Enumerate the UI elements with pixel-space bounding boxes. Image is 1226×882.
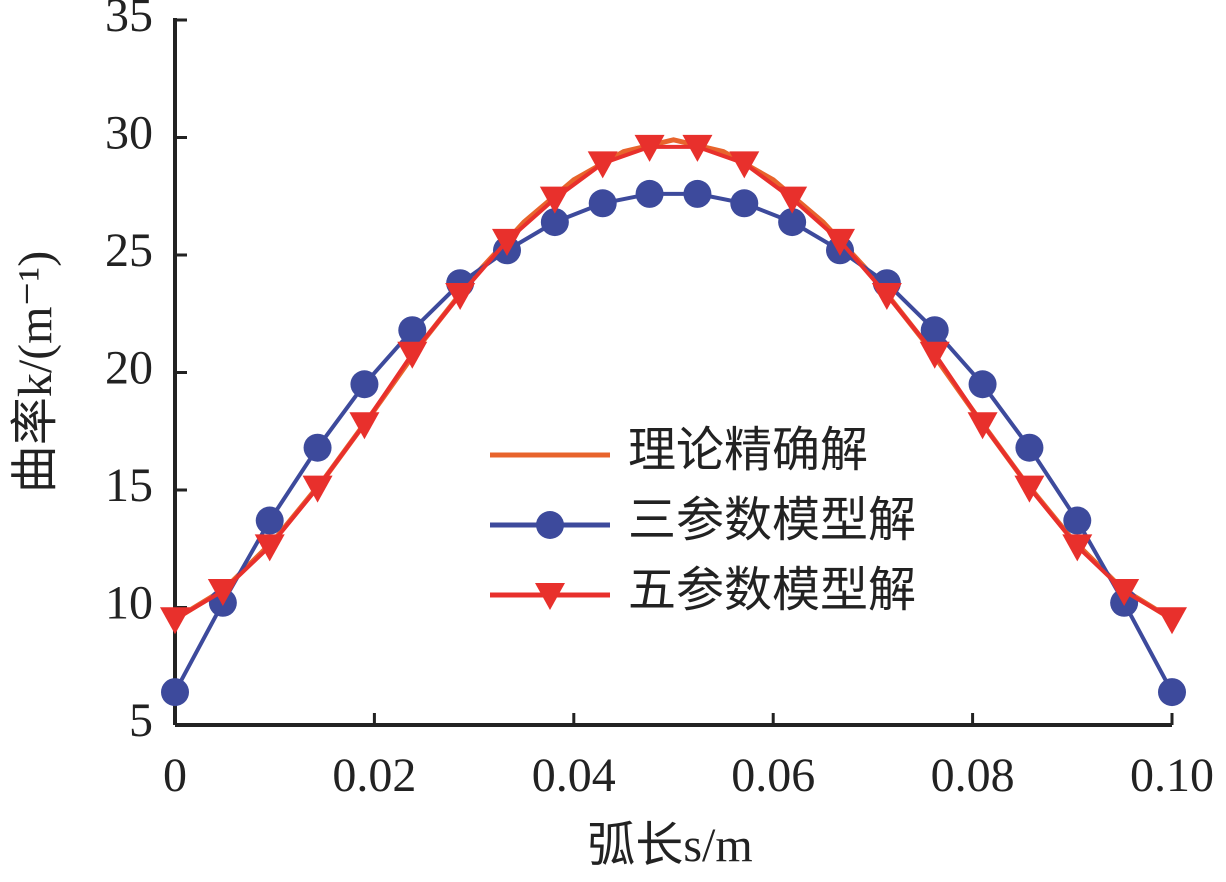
- x-tick-label: 0: [163, 749, 187, 802]
- marker: [1063, 506, 1092, 535]
- marker: [587, 151, 618, 179]
- marker: [161, 678, 189, 707]
- x-tick-label: 0.06: [731, 749, 815, 802]
- marker: [492, 228, 523, 256]
- marker: [540, 208, 569, 237]
- marker: [1014, 475, 1045, 503]
- marker: [1157, 607, 1187, 635]
- marker: [535, 583, 565, 610]
- x-tick-label: 0.08: [931, 749, 1015, 802]
- marker: [777, 186, 808, 214]
- marker: [207, 579, 238, 607]
- marker: [919, 341, 950, 369]
- legend-label: 理论精确解: [628, 424, 868, 477]
- marker: [778, 208, 807, 237]
- y-tick-label: 35: [105, 0, 153, 42]
- marker: [920, 316, 949, 345]
- marker: [445, 282, 476, 310]
- y-tick-label: 30: [105, 107, 153, 160]
- marker: [683, 179, 712, 208]
- marker: [824, 228, 855, 256]
- series-line: [173, 137, 1174, 622]
- marker: [303, 433, 332, 462]
- marker: [1062, 534, 1093, 562]
- marker: [350, 370, 379, 399]
- x-tick-label: 0.02: [332, 749, 416, 802]
- marker: [1158, 678, 1186, 707]
- marker: [730, 189, 759, 218]
- marker: [967, 412, 998, 440]
- marker: [255, 506, 284, 535]
- marker: [1015, 433, 1044, 462]
- marker: [968, 370, 997, 399]
- y-tick-label: 5: [129, 694, 153, 747]
- series-line: [173, 144, 1174, 621]
- marker: [536, 511, 564, 539]
- marker: [682, 134, 713, 162]
- marker: [397, 341, 428, 369]
- series-line: [173, 191, 1174, 694]
- y-tick-label: 25: [105, 224, 153, 277]
- x-tick-label: 0.04: [532, 749, 616, 802]
- x-tick-label: 0.10: [1130, 749, 1214, 802]
- marker: [729, 151, 760, 179]
- marker: [588, 189, 617, 218]
- marker: [871, 282, 902, 310]
- y-tick-label: 15: [105, 459, 153, 512]
- marker: [635, 179, 664, 208]
- y-axis-label: 曲率k/(m⁻¹): [9, 251, 62, 493]
- legend-label: 三参数模型解: [628, 494, 916, 547]
- marker: [539, 186, 570, 214]
- marker: [302, 475, 333, 503]
- marker: [398, 316, 427, 345]
- marker: [634, 134, 665, 162]
- marker: [349, 412, 380, 440]
- marker: [254, 534, 285, 562]
- marker: [1109, 579, 1140, 607]
- y-tick-label: 20: [105, 342, 153, 395]
- x-axis-label: 弧长s/m: [587, 819, 752, 872]
- marker: [160, 607, 190, 635]
- y-tick-label: 10: [105, 577, 153, 630]
- legend-label: 五参数模型解: [628, 564, 916, 617]
